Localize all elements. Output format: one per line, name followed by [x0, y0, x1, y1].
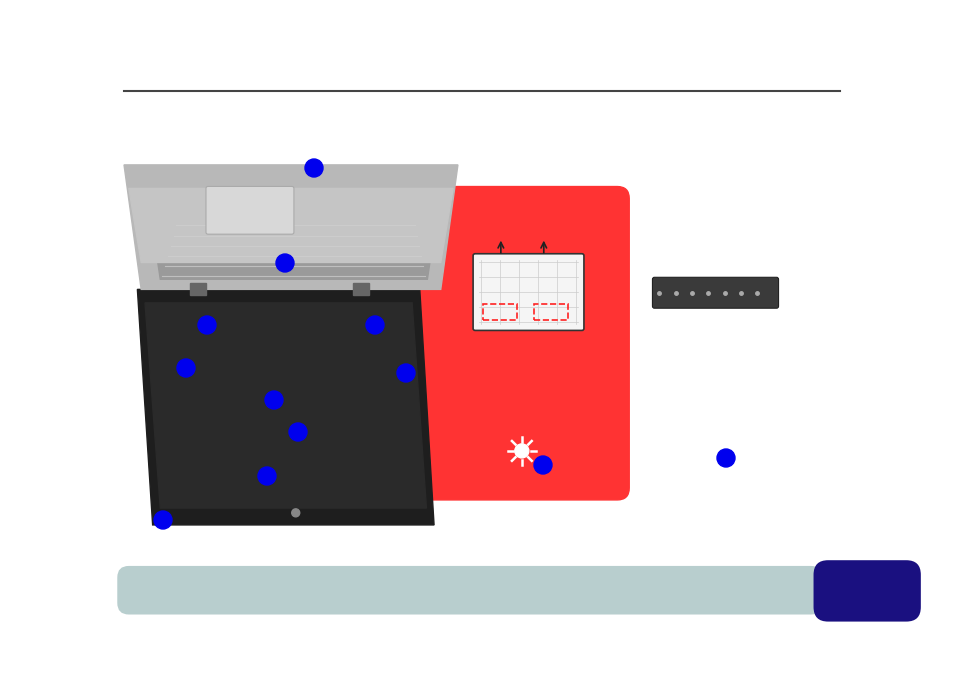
- Circle shape: [257, 467, 275, 485]
- Circle shape: [198, 316, 215, 334]
- FancyBboxPatch shape: [813, 560, 920, 622]
- Circle shape: [366, 316, 384, 334]
- Polygon shape: [124, 165, 457, 289]
- Polygon shape: [137, 289, 434, 525]
- Circle shape: [177, 359, 194, 377]
- Polygon shape: [151, 215, 436, 279]
- Circle shape: [396, 364, 415, 382]
- Circle shape: [305, 159, 323, 177]
- Circle shape: [153, 511, 172, 529]
- Circle shape: [515, 444, 528, 458]
- Circle shape: [275, 254, 294, 272]
- Bar: [534, 304, 567, 320]
- Circle shape: [292, 509, 299, 517]
- Polygon shape: [129, 188, 453, 262]
- Bar: [482, 304, 517, 320]
- FancyBboxPatch shape: [117, 566, 821, 614]
- Circle shape: [534, 456, 552, 474]
- FancyBboxPatch shape: [473, 254, 583, 330]
- FancyBboxPatch shape: [206, 186, 294, 234]
- Circle shape: [717, 449, 734, 467]
- Circle shape: [265, 391, 283, 409]
- Polygon shape: [145, 303, 426, 508]
- Circle shape: [289, 423, 307, 441]
- Bar: [191, 283, 206, 295]
- Bar: [353, 283, 368, 295]
- FancyBboxPatch shape: [414, 186, 629, 500]
- FancyBboxPatch shape: [652, 277, 778, 308]
